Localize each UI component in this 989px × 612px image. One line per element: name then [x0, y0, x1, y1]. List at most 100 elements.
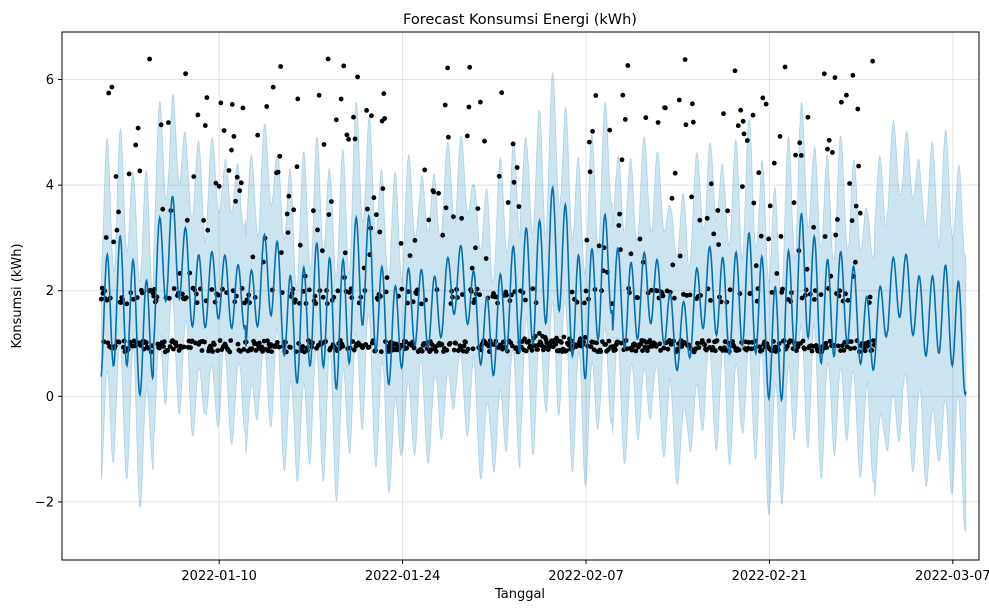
actual-point: [98, 296, 104, 302]
actual-point: [561, 334, 567, 340]
actual-point: [805, 114, 811, 120]
actual-point: [483, 256, 489, 261]
actual-point: [351, 347, 357, 353]
actual-point: [850, 72, 856, 78]
chart-title: Forecast Konsumsi Energi (kWh): [403, 12, 637, 28]
actual-point: [213, 180, 219, 186]
actual-point: [249, 346, 255, 352]
actual-point: [170, 346, 176, 352]
x-tick-label: 2022-03-07: [915, 569, 989, 584]
actual-point: [227, 349, 233, 355]
actual-point: [341, 63, 347, 69]
actual-point: [785, 343, 790, 349]
actual-point: [158, 122, 164, 128]
actual-point: [758, 233, 764, 239]
actual-point: [161, 344, 166, 349]
actual-point: [511, 179, 517, 185]
actual-point: [139, 290, 145, 296]
actual-point: [727, 287, 733, 293]
actual-point: [264, 104, 270, 109]
actual-point: [697, 217, 703, 223]
actual-point: [463, 339, 468, 345]
actual-point: [564, 348, 569, 353]
actual-point: [654, 288, 660, 294]
actual-point: [740, 118, 746, 124]
actual-point: [233, 198, 239, 204]
actual-point: [740, 184, 745, 190]
actual-point: [105, 340, 111, 346]
actual-point: [384, 275, 390, 280]
actual-point: [738, 107, 744, 113]
actual-point: [657, 341, 663, 347]
actual-point: [461, 343, 467, 349]
actual-point: [856, 163, 861, 169]
actual-point: [466, 104, 472, 110]
actual-point: [238, 180, 244, 186]
actual-point: [767, 203, 773, 209]
actual-point: [845, 297, 851, 303]
actual-point: [523, 297, 528, 303]
actual-point: [695, 340, 700, 346]
actual-point: [769, 290, 775, 295]
actual-point: [617, 211, 622, 217]
actual-point: [184, 295, 189, 300]
actual-point: [294, 164, 300, 170]
actual-point: [835, 217, 840, 222]
actual-point: [414, 291, 419, 296]
x-tick-label: 2022-02-07: [548, 569, 624, 584]
actual-point: [465, 346, 471, 352]
actual-point: [704, 347, 709, 353]
actual-point: [510, 141, 516, 147]
actual-point: [655, 120, 661, 125]
actual-point: [378, 349, 384, 355]
actual-point: [839, 343, 845, 349]
actual-point: [522, 336, 527, 342]
actual-point: [780, 286, 785, 292]
actual-point: [603, 342, 608, 347]
actual-point: [753, 263, 759, 269]
actual-point: [234, 174, 240, 180]
actual-point: [211, 342, 217, 347]
actual-point: [167, 344, 173, 349]
actual-point: [797, 140, 803, 146]
actual-point: [277, 153, 283, 159]
actual-point: [853, 203, 859, 209]
actual-point: [504, 292, 509, 298]
actual-point: [711, 231, 717, 237]
actual-point: [823, 340, 829, 346]
actual-point: [839, 99, 844, 105]
actual-point: [300, 344, 306, 349]
actual-point: [237, 188, 243, 194]
actual-point: [760, 95, 766, 101]
actual-point: [216, 292, 221, 298]
actual-point: [791, 200, 797, 206]
actual-point: [231, 134, 237, 139]
actual-point: [130, 296, 136, 302]
actual-point: [750, 112, 756, 118]
actual-point: [661, 345, 667, 351]
actual-point: [588, 344, 594, 350]
actual-point: [194, 300, 200, 305]
actual-point: [855, 106, 861, 112]
actual-point: [696, 345, 702, 350]
actual-point: [640, 348, 645, 353]
actual-point: [226, 168, 232, 173]
actual-point: [255, 132, 261, 138]
actual-point: [256, 340, 262, 346]
actual-point: [798, 153, 804, 158]
actual-point: [536, 331, 542, 336]
actual-point: [715, 208, 721, 213]
actual-point: [443, 205, 449, 211]
actual-point: [526, 338, 532, 344]
actual-point: [825, 146, 830, 152]
actual-point: [716, 242, 721, 248]
actual-point: [616, 223, 622, 228]
actual-point: [346, 136, 351, 142]
actual-point: [230, 288, 236, 294]
actual-point: [713, 348, 718, 354]
actual-point: [759, 347, 765, 353]
actual-point: [736, 347, 742, 353]
actual-point: [436, 190, 441, 196]
actual-point: [821, 71, 827, 77]
actual-point: [412, 238, 418, 243]
